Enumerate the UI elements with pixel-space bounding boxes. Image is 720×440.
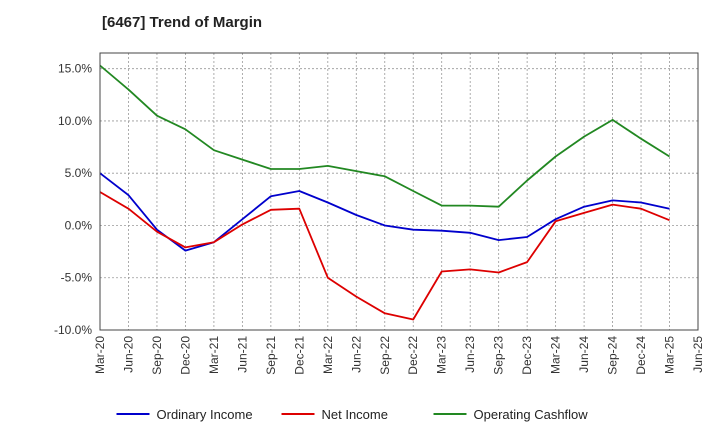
y-tick-label: 0.0% (65, 218, 93, 232)
x-tick-label: Dec-23 (520, 336, 534, 375)
y-tick-label: 15.0% (58, 62, 92, 76)
y-tick-label: 10.0% (58, 114, 92, 128)
x-tick-label: Dec-22 (406, 336, 420, 375)
x-tick-label: Sep-22 (378, 336, 392, 375)
x-tick-label: Dec-24 (634, 336, 648, 375)
x-tick-label: Jun-22 (349, 336, 363, 373)
series-layer (99, 64, 670, 321)
y-tick-label: 5.0% (65, 166, 93, 180)
x-tick-label: Mar-25 (663, 336, 677, 374)
series-line (99, 64, 670, 208)
y-tick-label: -10.0% (54, 323, 92, 337)
chart-title: [6467] Trend of Margin (102, 14, 263, 31)
x-tick-label: Mar-20 (93, 336, 107, 374)
y-axis-labels: 15.0% 10.0% 5.0% 0.0% -5.0% -10.0% (54, 62, 92, 337)
x-tick-label: Jun-21 (235, 336, 249, 373)
x-tick-label: Jun-25 (691, 336, 705, 373)
x-tick-label: Jun-23 (463, 336, 477, 373)
x-tick-label: Mar-23 (435, 336, 449, 374)
legend-label: Ordinary Income (157, 407, 253, 422)
x-tick-label: Mar-24 (549, 336, 563, 374)
legend: Ordinary Income Net Income Operating Cashf… (116, 407, 589, 422)
x-tick-label: Sep-21 (264, 336, 278, 375)
plot-background (100, 53, 698, 330)
x-tick-label: Dec-20 (178, 336, 192, 375)
series-line (99, 191, 670, 321)
x-axis-labels: Mar-20 Jun-20 Sep-20 Dec-20 Mar-21 Jun-21 Sep-… (93, 336, 705, 375)
x-tick-label: Sep-20 (150, 336, 164, 375)
x-tick-label: Sep-24 (606, 336, 620, 375)
x-tick-label: Mar-22 (321, 336, 335, 374)
x-tick-label: Dec-21 (292, 336, 306, 375)
legend-label: Net Income (322, 407, 388, 422)
legend-label: Operating Cashflow (474, 407, 589, 422)
series-line (99, 172, 670, 252)
x-tick-label: Sep-23 (492, 336, 506, 375)
x-tick-label: Jun-24 (577, 336, 591, 373)
y-tick-label: -5.0% (61, 271, 93, 285)
x-tick-label: Jun-20 (121, 336, 135, 373)
plot-frame (99, 52, 699, 331)
x-tick-label: Mar-21 (207, 336, 221, 374)
